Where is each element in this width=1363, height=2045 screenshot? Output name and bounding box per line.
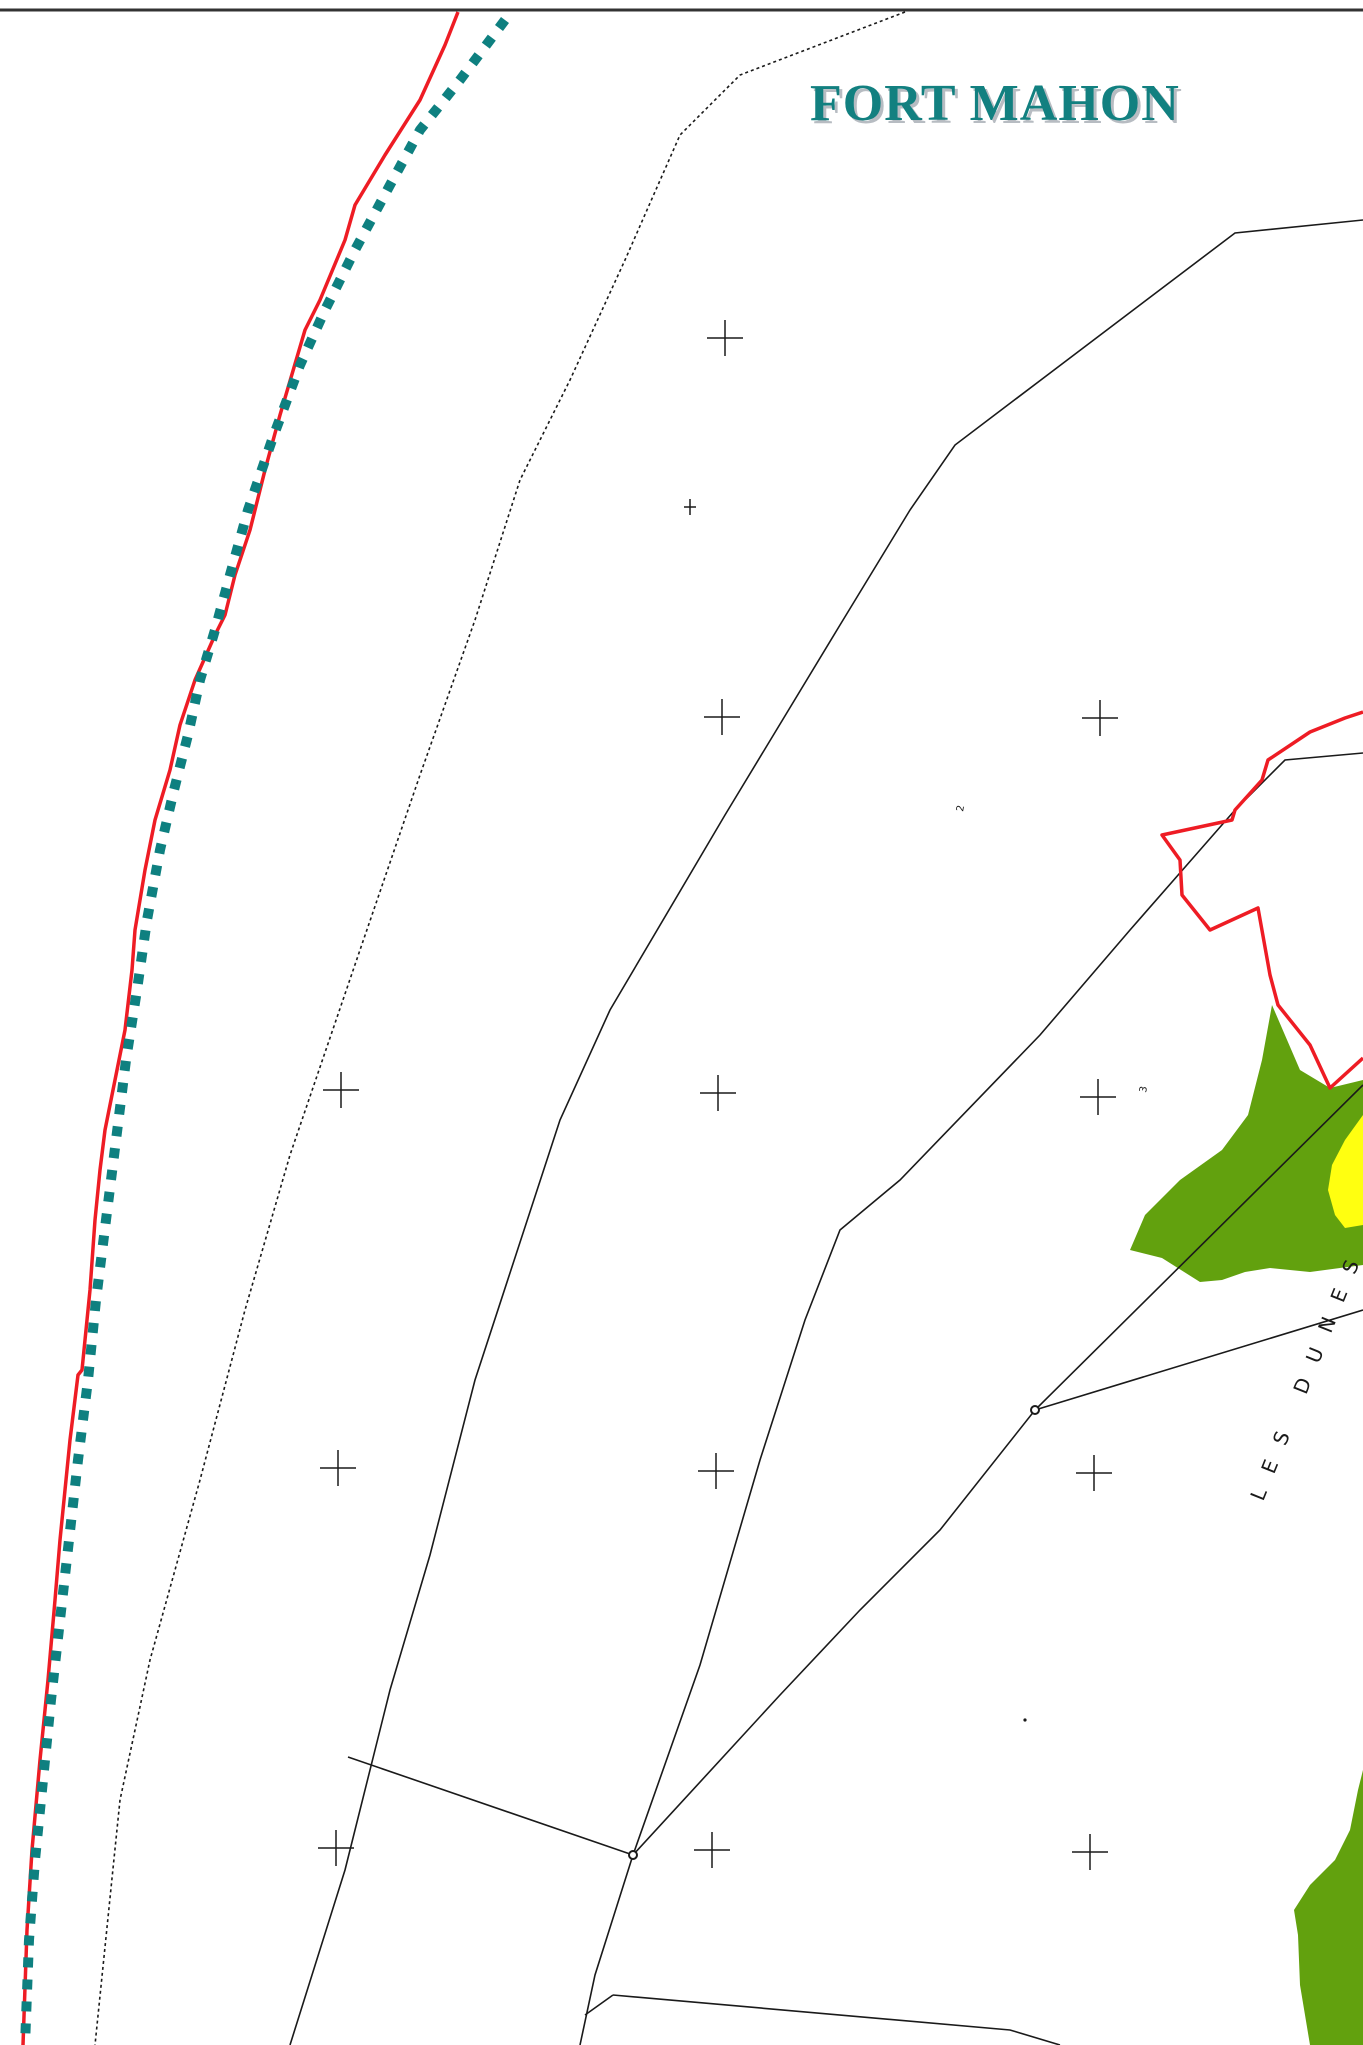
parcel-line-2 (579, 752, 1363, 2045)
diagonal-line (632, 1084, 1363, 1856)
grid-cross (1082, 700, 1118, 736)
dotted-boundary-line (94, 11, 906, 2045)
grid-cross (1072, 1834, 1108, 1870)
grid-cross (318, 1830, 354, 1866)
grid-cross (698, 1453, 734, 1489)
coastal-boundary-dotted-line (20, 17, 509, 2045)
grid-cross (323, 1072, 359, 1108)
bottom-parcel-line (612, 1994, 1061, 2045)
parcel-line-1 (289, 219, 1363, 2045)
survey-dot (1023, 1718, 1027, 1722)
parcel-lines (94, 11, 1363, 2045)
grid-crosses (318, 320, 1118, 1870)
grid-cross (1080, 1079, 1116, 1115)
bottom-short-line (584, 1994, 614, 2016)
highlighted-area (1328, 1115, 1363, 1228)
parcel-number-2: 2 (955, 804, 967, 812)
survey-node-1 (1030, 1405, 1040, 1415)
place-label-les-dunes: LES DUNES (1245, 1240, 1363, 1504)
vegetation-area-lower (1294, 1770, 1363, 2045)
dunes-road-line (1034, 1309, 1363, 1411)
parcel-boundary-red-outline (1160, 710, 1363, 1090)
parcel-number-3: 3 (1138, 1085, 1150, 1093)
grid-cross (707, 320, 743, 356)
cross-parcel-line (347, 1756, 634, 1856)
survey-node-2 (628, 1850, 638, 1860)
map-title: FORT MAHON (810, 75, 1180, 132)
grid-cross (320, 1450, 356, 1486)
vegetation-area-upper (1130, 1005, 1363, 1282)
grid-cross (694, 1832, 730, 1868)
grid-cross (1076, 1455, 1112, 1491)
grid-cross (704, 699, 740, 735)
grid-cross (700, 1075, 736, 1111)
coastal-boundary-red-line (21, 11, 460, 2045)
small-cross (684, 499, 696, 515)
